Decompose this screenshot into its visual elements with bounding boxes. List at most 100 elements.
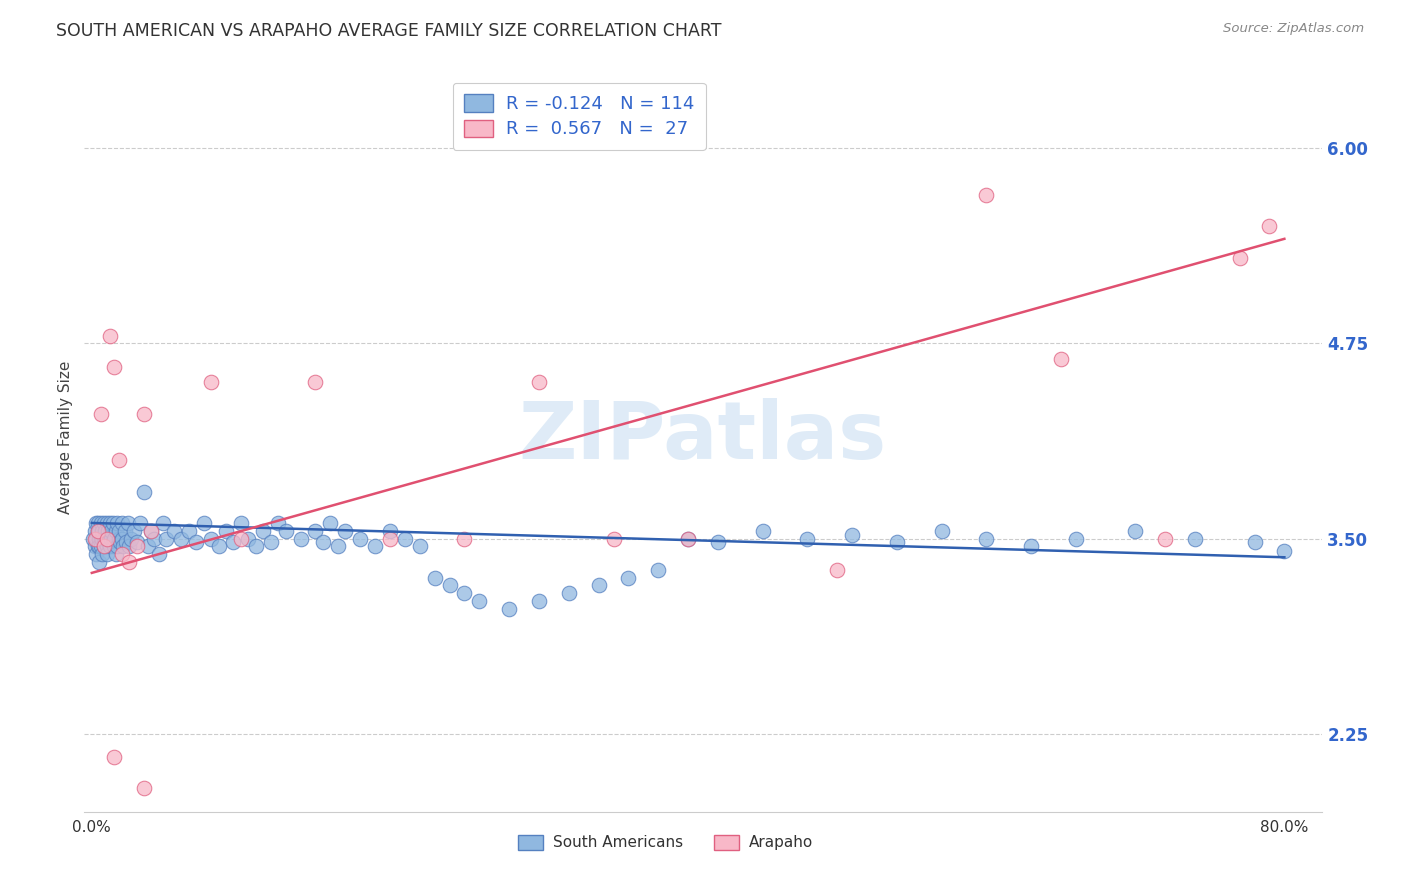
Point [82, 532, 104, 546]
Point [439, 578, 461, 592]
Point [707, 534, 730, 549]
Point [186, 534, 208, 549]
Point [105, 516, 128, 530]
Point [89, 524, 111, 538]
Point [90, 532, 112, 546]
Point [319, 516, 342, 530]
Point [111, 532, 134, 546]
Point [118, 539, 141, 553]
Point [676, 532, 699, 546]
Point [115, 534, 138, 549]
Point [87, 524, 110, 538]
Point [200, 532, 222, 546]
Point [335, 524, 357, 538]
Point [89, 532, 111, 546]
Y-axis label: Average Family Size: Average Family Size [58, 360, 73, 514]
Point [326, 539, 349, 553]
Point [83, 532, 105, 546]
Point [1019, 539, 1042, 553]
Point [349, 532, 371, 546]
Point [558, 586, 581, 600]
Point [84, 547, 107, 561]
Point [90, 539, 112, 553]
Point [90, 407, 112, 421]
Point [138, 539, 160, 553]
Point [104, 524, 127, 538]
Point [751, 524, 773, 538]
Point [290, 532, 312, 546]
Point [101, 516, 124, 530]
Point [96, 547, 118, 561]
Point [394, 532, 416, 546]
Point [91, 547, 114, 561]
Point [267, 516, 290, 530]
Point [101, 534, 124, 549]
Point [111, 516, 134, 530]
Point [84, 516, 107, 530]
Point [91, 532, 114, 546]
Point [93, 516, 115, 530]
Point [1272, 544, 1295, 558]
Point [103, 539, 125, 553]
Point [104, 547, 127, 561]
Point [143, 532, 166, 546]
Point [931, 524, 953, 538]
Point [453, 586, 475, 600]
Point [103, 750, 125, 764]
Point [1229, 251, 1251, 265]
Point [107, 524, 129, 538]
Point [602, 532, 624, 546]
Point [111, 547, 134, 561]
Point [312, 534, 335, 549]
Point [676, 532, 699, 546]
Point [108, 534, 131, 549]
Point [617, 571, 640, 585]
Point [498, 602, 520, 616]
Point [93, 532, 115, 546]
Point [94, 534, 117, 549]
Point [527, 594, 550, 608]
Point [89, 555, 111, 569]
Point [974, 532, 997, 546]
Point [423, 571, 446, 585]
Point [94, 524, 117, 538]
Point [84, 532, 107, 546]
Point [155, 532, 177, 546]
Point [252, 524, 274, 538]
Point [974, 188, 997, 202]
Point [103, 359, 125, 374]
Point [152, 516, 174, 530]
Point [103, 532, 125, 546]
Point [1243, 534, 1265, 549]
Point [107, 453, 129, 467]
Text: ZIPatlas: ZIPatlas [519, 398, 887, 476]
Point [96, 532, 118, 546]
Point [87, 516, 110, 530]
Point [841, 528, 863, 542]
Point [238, 532, 260, 546]
Point [1064, 532, 1087, 546]
Text: Source: ZipAtlas.com: Source: ZipAtlas.com [1223, 22, 1364, 36]
Point [96, 516, 118, 530]
Point [177, 524, 200, 538]
Point [222, 534, 245, 549]
Point [1049, 351, 1071, 366]
Point [274, 524, 297, 538]
Point [90, 516, 112, 530]
Point [1123, 524, 1146, 538]
Point [100, 524, 122, 538]
Point [98, 516, 121, 530]
Point [107, 532, 129, 546]
Point [453, 532, 475, 546]
Point [93, 539, 115, 553]
Point [98, 539, 121, 553]
Point [245, 539, 267, 553]
Point [527, 376, 550, 390]
Point [378, 524, 401, 538]
Point [193, 516, 215, 530]
Point [132, 781, 155, 796]
Point [87, 524, 110, 538]
Point [89, 539, 111, 553]
Point [304, 376, 326, 390]
Point [468, 594, 491, 608]
